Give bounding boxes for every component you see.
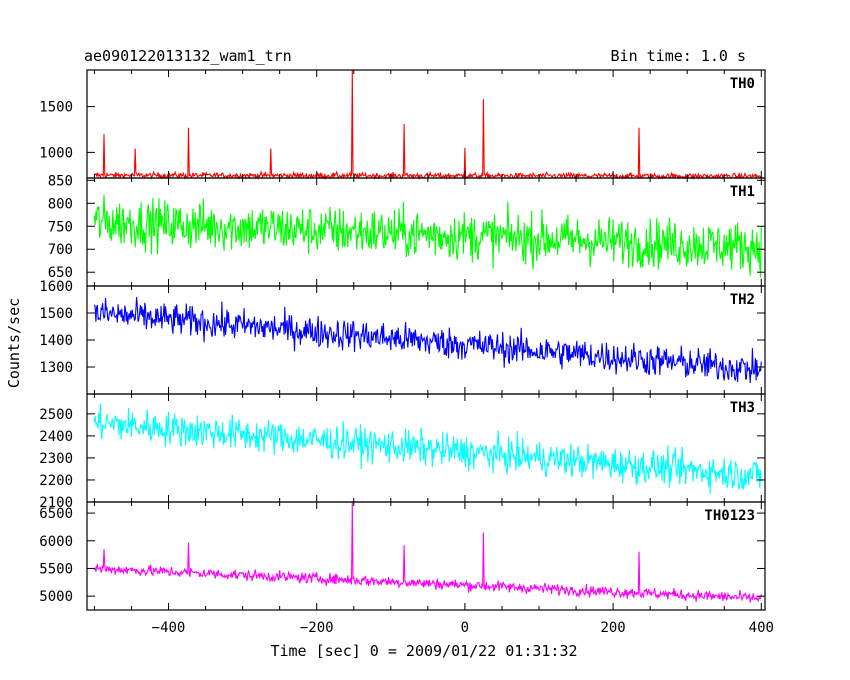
- x-tick-label: 400: [749, 620, 774, 636]
- series-line-th1: [93, 194, 762, 277]
- series-line-th3: [93, 403, 762, 495]
- y-axis-label: Counts/sec: [5, 298, 23, 388]
- x-axis-label: Time [sec] 0 = 2009/01/22 01:31:32: [270, 642, 577, 660]
- y-tick-label: 6500: [39, 506, 73, 522]
- y-tick-label: 2500: [39, 407, 73, 423]
- panel-label-th3: TH3: [730, 400, 755, 416]
- y-tick-label: 2200: [39, 473, 73, 489]
- bin-time-label: Bin time: 1.0 s: [611, 47, 746, 65]
- series-line-th0: [94, 69, 762, 181]
- x-tick-label: −200: [300, 620, 334, 636]
- panels-group: TH0 1000 1500 TH1 650 700 750 800 850 TH2 1300 1400…: [39, 69, 766, 611]
- panel-label-th0: TH0: [730, 76, 755, 92]
- y-tick-label: 1300: [39, 360, 73, 376]
- y-tick-label: 1500: [39, 100, 73, 116]
- y-tick-label: 1600: [39, 279, 73, 295]
- y-tick-label: 650: [48, 265, 73, 281]
- y-tick-label: 700: [48, 242, 73, 258]
- panel-label-th0123: TH0123: [704, 508, 755, 524]
- panel-th3: TH3 2100 2200 2300 2400 2500: [39, 393, 766, 511]
- panel-th2: TH2 1300 1400 1500 1600: [39, 279, 766, 395]
- x-axis: −400 −200 0 200 400: [152, 620, 774, 636]
- y-tick-label: 2300: [39, 451, 73, 467]
- panel-label-th1: TH1: [730, 184, 755, 200]
- y-tick-label: 750: [48, 219, 73, 235]
- y-tick-label: 850: [48, 173, 73, 189]
- y-tick-label: 1400: [39, 333, 73, 349]
- series-line-th2: [93, 297, 762, 384]
- y-tick-label: 5000: [39, 589, 73, 605]
- x-tick-label: 200: [600, 620, 625, 636]
- y-tick-label: 1500: [39, 306, 73, 322]
- chart-title: ae090122013132_wam1_trn: [84, 47, 292, 65]
- x-tick-label: 0: [461, 620, 469, 636]
- y-tick-label: 5500: [39, 561, 73, 577]
- y-tick-label: 6000: [39, 534, 73, 550]
- y-tick-label: 2400: [39, 429, 73, 445]
- panel-th1: TH1 650 700 750 800 850: [48, 173, 766, 287]
- y-tick-label: 2100: [39, 495, 73, 511]
- panel-label-th2: TH2: [730, 292, 755, 308]
- x-tick-label: −400: [152, 620, 186, 636]
- y-tick-label: 800: [48, 196, 73, 212]
- series-line-th0123: [93, 501, 762, 603]
- panel-frame-th0123: [86, 501, 766, 611]
- panel-th0123: TH0123 5000 5500 6000 6500: [39, 501, 766, 611]
- y-tick-label: 1000: [39, 145, 73, 161]
- panel-th0: TH0 1000 1500: [39, 69, 766, 181]
